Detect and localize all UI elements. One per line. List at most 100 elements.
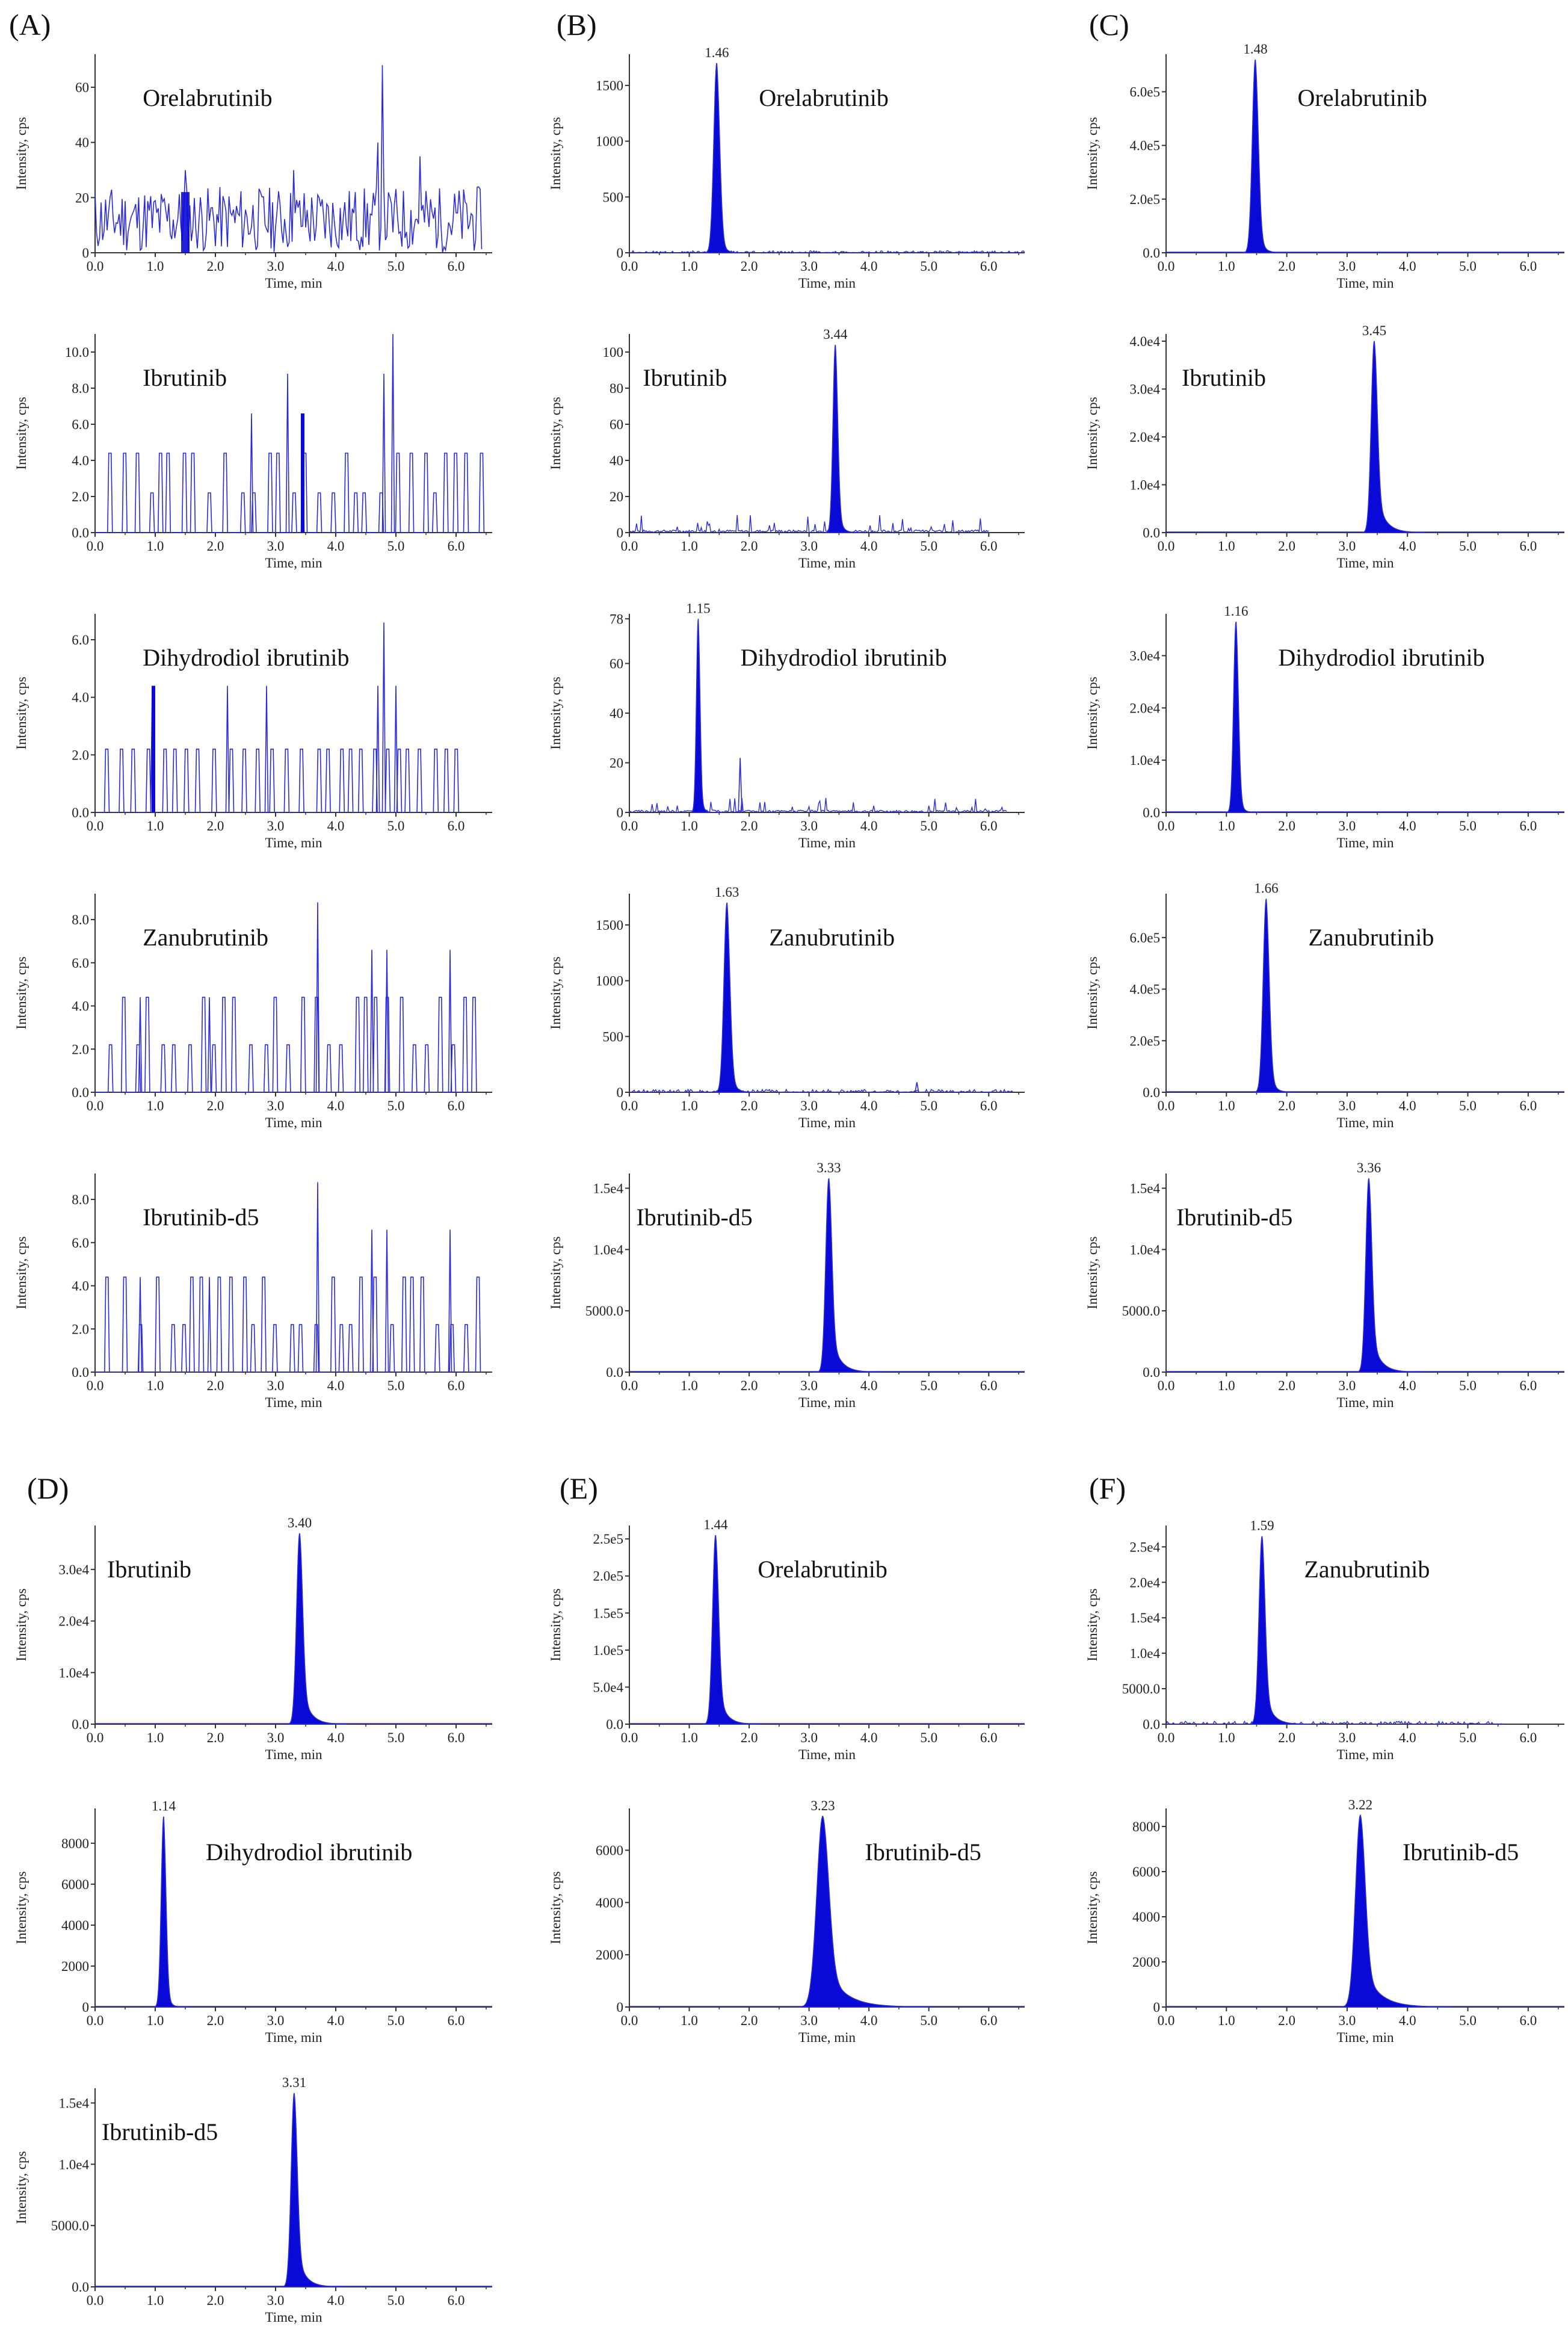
- x-axis-label: Time, min: [1336, 2030, 1394, 2045]
- x-tick-label: 2.0: [1278, 1378, 1295, 1393]
- chromatogram-ibrutinib: 0.0 2.0 4.0 6.0 8.0 10.0 0.0 1.0 2.0 3.0 4.0 5.0 6.0…: [14, 333, 492, 571]
- x-axis-label: Time, min: [265, 2030, 323, 2045]
- compound-name: Ibrutinib-d5: [865, 1839, 981, 1866]
- y-tick-label: 0.0: [606, 1365, 623, 1380]
- peak-area: [704, 63, 741, 253]
- compound-name: Ibrutinib-d5: [1176, 1204, 1292, 1231]
- x-tick-label: 0.0: [87, 1098, 104, 1113]
- y-tick-label: 60: [610, 657, 623, 672]
- noise-spike: [384, 1229, 389, 1373]
- x-tick-label: 4.0: [1399, 539, 1416, 554]
- y-axis-label: Intensity, cps: [14, 1588, 29, 1661]
- peak-area: [816, 1178, 880, 1373]
- x-tick-label: 6.0: [980, 1378, 998, 1393]
- x-tick-label: 3.0: [1339, 1378, 1356, 1393]
- x-tick-label: 0.0: [87, 1378, 104, 1393]
- x-axis-label: Time, min: [265, 1747, 323, 1762]
- noise-spike: [375, 685, 380, 813]
- y-tick-label: 10.0: [65, 345, 89, 360]
- x-tick-label: 1.0: [681, 818, 698, 833]
- x-tick-label: 6.0: [980, 818, 998, 833]
- x-tick-label: 3.0: [800, 259, 818, 274]
- y-axis-label: Intensity, cps: [14, 117, 29, 190]
- x-tick-label: 2.0: [1278, 818, 1295, 833]
- x-axis-label: Time, min: [1336, 1747, 1394, 1762]
- x-axis-label: Time, min: [1336, 1395, 1394, 1410]
- peak-retention-time-label: 1.16: [1224, 604, 1248, 619]
- x-tick-label: 3.0: [800, 818, 818, 833]
- x-tick-label: 0.0: [621, 818, 638, 833]
- peak-area: [825, 344, 860, 533]
- y-tick-label: 1.0e4: [1130, 1242, 1161, 1257]
- x-tick-label: 5.0: [387, 2293, 405, 2308]
- y-tick-label: 1.0e4: [1130, 753, 1161, 768]
- y-tick-label: 4.0: [72, 453, 89, 468]
- peak-retention-time-label: 3.44: [823, 327, 848, 342]
- y-tick-label: 1.0e4: [593, 1242, 624, 1257]
- noise-spike: [448, 950, 452, 1093]
- x-axis-label: Time, min: [265, 1395, 323, 1410]
- x-tick-label: 4.0: [327, 2293, 345, 2308]
- x-tick-label: 4.0: [1399, 1098, 1416, 1113]
- y-tick-label: 1.5e4: [59, 2095, 90, 2111]
- x-tick-label: 4.0: [860, 539, 878, 554]
- y-tick-label: 2.0e4: [1130, 430, 1161, 445]
- x-tick-label: 4.0: [860, 259, 878, 274]
- noise-spike: [249, 413, 254, 533]
- peak-area: [798, 1815, 931, 2008]
- x-tick-label: 6.0: [448, 1098, 465, 1113]
- x-tick-label: 0.0: [87, 259, 104, 274]
- x-tick-label: 1.0: [681, 1378, 698, 1393]
- y-tick-label: 4.0: [72, 999, 89, 1014]
- x-tick-label: 6.0: [980, 1098, 998, 1113]
- y-tick-label: 3.0e4: [1130, 382, 1161, 397]
- y-tick-label: 0: [1153, 2000, 1161, 2015]
- baseline-trace: [629, 250, 1025, 254]
- x-tick-label: 0.0: [1158, 259, 1175, 274]
- x-tick-label: 2.0: [741, 2013, 758, 2028]
- x-tick-label: 4.0: [327, 539, 345, 554]
- y-tick-label: 500: [603, 190, 624, 205]
- x-tick-label: 1.0: [147, 1098, 164, 1113]
- x-tick-label: 5.0: [1459, 259, 1477, 274]
- y-tick-label: 4.0e5: [1130, 138, 1160, 153]
- y-tick-label: 1000: [596, 974, 623, 989]
- chromatogram-trace: [94, 65, 483, 253]
- y-tick-label: 78: [610, 611, 623, 626]
- x-tick-label: 6.0: [1519, 2013, 1537, 2028]
- integrated-region: [181, 192, 190, 253]
- y-tick-label: 5000.0: [51, 2218, 89, 2233]
- x-tick-label: 4.0: [1399, 1378, 1416, 1393]
- x-tick-label: 3.0: [267, 1378, 285, 1393]
- peak-retention-time-label: 1.63: [715, 885, 739, 900]
- x-tick-label: 4.0: [1399, 1730, 1416, 1745]
- x-tick-label: 6.0: [448, 1378, 465, 1393]
- y-tick-label: 6000: [61, 1877, 89, 1892]
- peak-area: [287, 1533, 347, 1725]
- y-axis-label: Intensity, cps: [14, 1236, 29, 1309]
- y-tick-label: 0.0: [1143, 1085, 1160, 1100]
- peak-area: [1356, 1178, 1421, 1373]
- panel-d: (D) 0.0 1.0e4 2.0e4 3.0e4 0.0 1.0 2.0 3.0 4.0 5.0 6…: [14, 1471, 492, 2325]
- chromatogram-trace: [95, 1276, 481, 1373]
- chromatogram-orelabrutinib: 0.0 5.0e4 1.0e5 1.5e5 2.0e5 2.5e5 0.0 1.0 2.0 3.0…: [548, 1517, 1025, 1762]
- y-tick-label: 20: [610, 489, 623, 504]
- compound-name: Orelabrutinib: [758, 1556, 887, 1583]
- x-tick-label: 0.0: [87, 1730, 104, 1745]
- compound-name: Dihydrodiol ibrutinib: [206, 1839, 412, 1866]
- y-tick-label: 4.0: [72, 1279, 89, 1294]
- chromatogram-dihydrodiol-ibrutinib: 0 2000 4000 6000 8000 0.0 1.0 2.0 3.0 4.0 5.0 6.0 Ti…: [14, 1799, 492, 2045]
- y-tick-label: 0.0: [1143, 525, 1160, 540]
- x-tick-label: 0.0: [87, 2293, 104, 2308]
- x-tick-label: 4.0: [860, 1098, 878, 1113]
- panel-letter: (F): [1089, 1471, 1126, 1505]
- y-axis-label: Intensity, cps: [548, 676, 563, 749]
- y-tick-label: 6.0e5: [1130, 930, 1160, 945]
- noise-spike: [225, 685, 230, 813]
- noise-spike: [315, 902, 320, 1093]
- y-tick-label: 0.0: [72, 1717, 89, 1732]
- peak-area: [1362, 341, 1426, 533]
- y-tick-label: 0: [82, 246, 90, 261]
- chromatogram-orelabrutinib: 0.0 2.0e5 4.0e5 6.0e5 0.0 1.0 2.0 3.0 4.0 5.0 6.0 T…: [1085, 42, 1564, 291]
